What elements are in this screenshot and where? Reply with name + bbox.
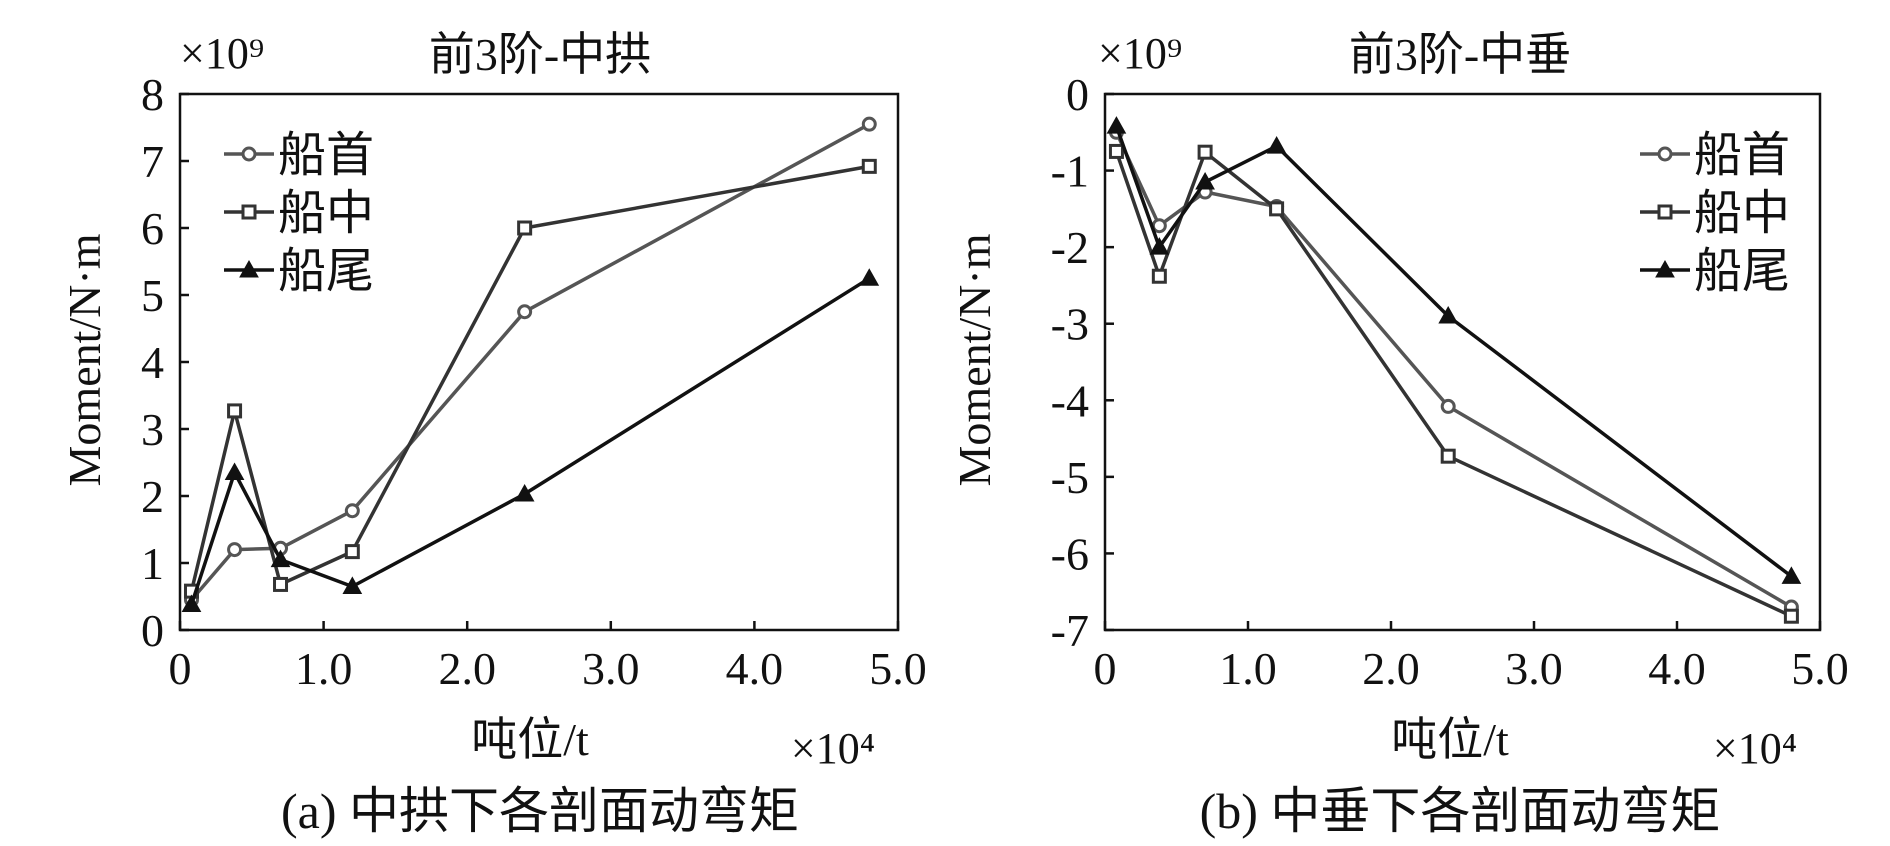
- x-axis-label-b: 吨位/t: [1391, 714, 1509, 765]
- x-multiplier-a: ×10⁴: [791, 724, 875, 773]
- legend-marker-triangle-b: [1655, 259, 1675, 278]
- y-tick-label-a: 3: [141, 404, 164, 455]
- data-point-square-a: [861, 158, 877, 174]
- x-multiplier-b: ×10⁴: [1713, 724, 1797, 773]
- y-tick-label-b: -4: [1051, 375, 1089, 426]
- x-tick-label-a: 0: [169, 643, 192, 694]
- y-tick-label-a: 1: [141, 538, 164, 589]
- chart-panel-a: 前3阶-中拱 ×10⁹ Moment/N·m 吨位/t ×10⁴ (a) 中拱下…: [59, 29, 927, 839]
- data-point-triangle-b: [1438, 306, 1459, 324]
- data-point-circle-b: [1151, 218, 1167, 234]
- data-point-square-a: [227, 403, 243, 419]
- y-tick-label-a: 6: [141, 203, 164, 254]
- x-tick-label-b: 5.0: [1791, 643, 1849, 694]
- x-axis-label-a: 吨位/t: [471, 714, 589, 765]
- legend-label-b: 船首: [1694, 129, 1790, 182]
- legend-marker-circle-b: [1657, 146, 1673, 162]
- legend-marker-triangle-a: [239, 259, 259, 278]
- x-tick-label-a: 2.0: [438, 643, 496, 694]
- legend-label-a: 船尾: [278, 245, 374, 298]
- caption-b: (b) 中垂下各剖面动弯矩: [1200, 783, 1721, 839]
- x-tick-label-b: 2.0: [1362, 643, 1420, 694]
- x-tick-label-b: 3.0: [1505, 643, 1563, 694]
- data-point-circle-a: [344, 503, 360, 519]
- y-tick-label-a: 2: [141, 471, 164, 522]
- plot-frame-b: [1103, 92, 1822, 632]
- data-point-square-b: [1440, 448, 1456, 464]
- series-line-triangle-a: [189, 276, 871, 606]
- y-tick-label-a: 0: [141, 605, 164, 656]
- y-axis-label-a: Moment/N·m: [59, 233, 110, 486]
- data-point-triangle-a: [270, 549, 291, 568]
- data-point-triangle-b: [1781, 566, 1802, 584]
- legend-label-b: 船尾: [1694, 245, 1790, 298]
- y-tick-label-a: 4: [141, 337, 164, 388]
- data-point-circle-a: [861, 116, 877, 132]
- y-multiplier-b: ×10⁹: [1098, 29, 1182, 78]
- data-point-triangle-b: [1266, 136, 1287, 154]
- x-tick-label-a: 4.0: [726, 643, 784, 694]
- legend-marker-square-b: [1657, 204, 1673, 220]
- y-tick-label-b: 0: [1066, 69, 1089, 120]
- data-point-square-a: [344, 544, 360, 560]
- x-tick-label-b: 4.0: [1648, 643, 1706, 694]
- data-point-triangle-a: [342, 576, 363, 594]
- data-point-circle-b: [1440, 398, 1456, 414]
- x-tick-label-a: 3.0: [582, 643, 640, 694]
- x-tick-label-a: 5.0: [869, 643, 927, 694]
- data-point-square-a: [273, 576, 289, 592]
- legend-marker-circle-a: [241, 146, 257, 162]
- data-point-triangle-a: [224, 462, 245, 481]
- data-point-circle-a: [517, 304, 533, 320]
- series-line-circle-a: [190, 122, 871, 602]
- y-tick-label-b: -6: [1051, 528, 1089, 579]
- data-point-square-a: [517, 220, 533, 236]
- data-point-triangle-b: [1195, 172, 1215, 190]
- y-tick-label-b: -2: [1051, 222, 1089, 273]
- caption-a: (a) 中拱下各剖面动弯矩: [281, 783, 799, 839]
- data-point-triangle-a: [181, 594, 202, 613]
- legend-label-b: 船中: [1694, 187, 1790, 240]
- data-point-triangle-a: [859, 268, 880, 286]
- legend-label-a: 船中: [278, 187, 374, 240]
- data-point-triangle-b: [1149, 237, 1170, 255]
- chart-title-b: 前3阶-中垂: [1349, 29, 1571, 80]
- y-tick-label-b: -5: [1051, 452, 1089, 503]
- y-axis-label-b: Moment/N·m: [949, 233, 1000, 486]
- y-tick-label-a: 7: [141, 136, 164, 187]
- y-tick-label-a: 8: [141, 69, 164, 120]
- data-point-triangle-b: [1106, 116, 1127, 134]
- y-tick-label-a: 5: [141, 270, 164, 321]
- x-tick-label-b: 0: [1094, 643, 1117, 694]
- data-point-circle-a: [227, 542, 243, 558]
- data-point-triangle-a: [514, 483, 535, 502]
- x-tick-label-a: 1.0: [295, 643, 353, 694]
- series-line-triangle-b: [1114, 125, 1793, 578]
- data-point-square-b: [1151, 268, 1167, 284]
- x-tick-label-b: 1.0: [1219, 643, 1277, 694]
- data-point-square-b: [1269, 201, 1285, 217]
- y-tick-label-b: -1: [1051, 146, 1089, 197]
- data-point-square-b: [1197, 144, 1213, 160]
- series-line-square-a: [189, 164, 870, 592]
- data-point-square-b: [1108, 143, 1124, 159]
- chart-title-a: 前3阶-中拱: [429, 29, 651, 80]
- data-point-square-b: [1783, 608, 1799, 624]
- legend-label-a: 船首: [278, 129, 374, 182]
- y-tick-label-b: -7: [1051, 605, 1089, 656]
- series-line-square-b: [1114, 150, 1793, 618]
- legend-marker-square-a: [241, 204, 257, 220]
- series-line-circle-b: [1114, 131, 1793, 609]
- chart-panel-b: 前3阶-中垂 ×10⁹ Moment/N·m 吨位/t ×10⁴ (b) 中垂下…: [949, 29, 1849, 839]
- y-multiplier-a: ×10⁹: [180, 29, 264, 78]
- y-tick-label-b: -3: [1051, 299, 1089, 350]
